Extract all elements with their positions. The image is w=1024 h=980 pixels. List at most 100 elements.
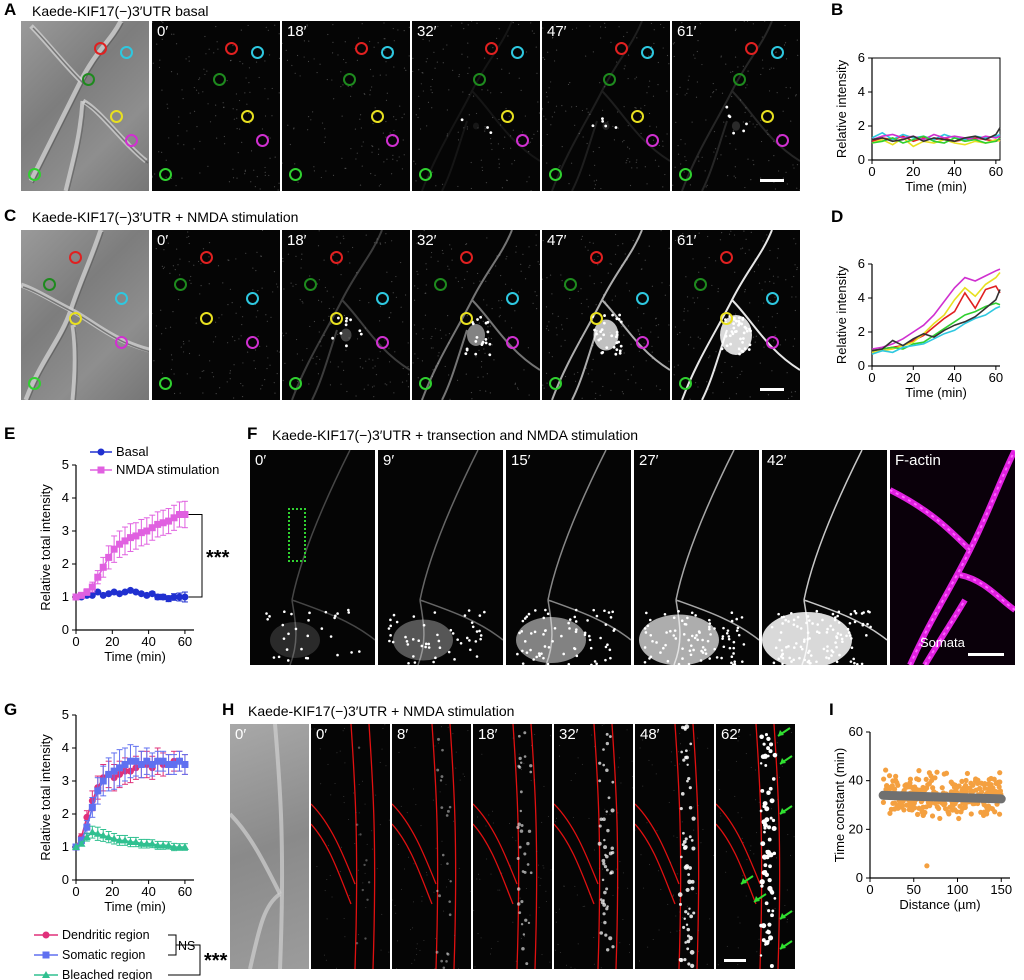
noise-dot [481,169,484,172]
puncta [796,615,800,619]
noise-dot [161,21,163,22]
puncta [651,639,654,643]
dendrite-shape [230,812,282,895]
noise-dot [407,342,409,344]
noise-dot [566,317,568,320]
puncta [732,326,736,330]
noise-dot [368,302,370,304]
noise-dot [794,309,796,312]
noise-dot [345,349,347,351]
noise-dot [524,935,526,937]
noise-dot [404,294,407,296]
data-point [99,563,107,571]
puncta [358,329,362,333]
time-label: 0′ [157,23,169,40]
roi-circle-green_dark [43,278,57,292]
noise-dot [551,356,553,358]
soma-signal [731,121,741,131]
noise-dot [657,61,659,64]
noise-dot [297,29,299,31]
scatter-point [937,815,943,822]
noise-dot [217,265,220,267]
noise-dot [412,70,414,73]
puncta [404,635,407,639]
noise-dot [197,260,200,263]
noise-dot [686,905,688,907]
puncta [446,952,449,955]
noise-dot [602,385,604,388]
noise-dot [331,79,333,81]
noise-dot [228,259,230,261]
noise-dot [599,82,601,84]
noise-dot [614,373,616,375]
noise-dot [268,174,270,177]
noise-dot [400,306,402,308]
puncta [527,921,531,925]
puncta [523,731,527,735]
noise-dot [397,940,399,942]
noise-dot [697,156,699,158]
factin-image: F-actin Somata [890,450,1015,665]
noise-dot [616,61,618,63]
puncta [602,333,606,337]
fluorescence-image: 0′ [152,230,280,400]
noise-dot [208,283,210,285]
noise-dot [536,72,538,74]
noise-dot [797,54,799,56]
noise-dot [330,323,332,325]
noise-dot [629,944,631,946]
noise-dot [333,98,335,100]
noise-dot [694,57,696,59]
noise-dot [635,161,637,163]
noise-dot [402,367,404,370]
noise-dot [403,154,405,156]
noise-dot [256,251,258,253]
scatter-point [970,782,976,788]
noise-dot [480,159,482,161]
noise-dot [204,35,206,38]
noise-dot [761,36,763,38]
puncta [697,630,701,633]
noise-dot [470,187,472,190]
puncta [808,619,811,622]
puncta [790,611,793,615]
puncta [516,652,519,656]
noise-dot [415,180,417,182]
noise-dot [495,37,498,39]
puncta [600,328,604,332]
puncta [767,837,772,842]
scatter-point [956,815,962,822]
noise-dot [461,287,463,289]
puncta [644,631,648,634]
noise-dot [508,823,510,825]
noise-dot [209,121,212,123]
puncta [611,945,615,949]
scatter-point [895,805,901,811]
noise-dot [744,289,746,291]
noise-dot [332,296,334,298]
noise-dot [483,299,485,301]
noise-dot [484,128,486,130]
puncta [520,900,524,904]
puncta [862,611,865,614]
noise-dot [488,272,490,274]
puncta [344,323,348,327]
noise-dot [331,896,333,898]
noise-dot [512,836,514,838]
noise-dot [737,66,739,68]
noise-dot [762,240,764,242]
puncta [465,636,469,640]
noise-dot [458,75,460,78]
puncta [601,350,605,354]
noise-dot [392,154,394,157]
puncta [708,618,711,622]
noise-dot [254,367,257,370]
puncta [424,642,428,646]
noise-dot [336,752,338,754]
puncta [389,624,392,628]
noise-dot [421,900,423,902]
noise-dot [195,322,197,324]
noise-dot [680,138,682,141]
puncta [806,631,810,635]
puncta [605,907,609,911]
